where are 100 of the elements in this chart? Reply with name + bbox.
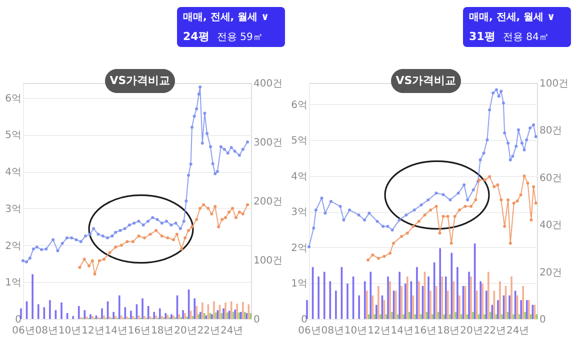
point [214, 172, 217, 176]
point [522, 148, 526, 152]
point [166, 236, 170, 240]
point [219, 145, 222, 148]
point [502, 102, 505, 105]
point [35, 246, 38, 249]
point [488, 175, 492, 178]
point [22, 259, 24, 262]
x-tick-label: 16년 [414, 326, 437, 336]
point [202, 203, 206, 206]
x-tick-label: 12년 [368, 326, 390, 336]
point [226, 152, 230, 155]
point [511, 154, 514, 158]
point [525, 138, 528, 142]
y-tick-label: 2억 [5, 240, 22, 252]
point [174, 222, 178, 225]
y-tick-label: 0 [301, 314, 308, 326]
point [482, 152, 486, 155]
point [386, 224, 390, 228]
point [110, 234, 114, 238]
point [192, 114, 196, 118]
x-tick-label: 10년 [344, 326, 368, 336]
point [233, 150, 236, 153]
point [472, 188, 475, 192]
text: 매매, 전세, 월세 ∨ [469, 12, 556, 23]
x-tick-label: 08년 [321, 326, 344, 336]
point [466, 198, 470, 202]
point [488, 108, 492, 112]
point [195, 218, 198, 221]
point [450, 242, 453, 245]
point [70, 236, 74, 240]
y-tick-label: 4억 [291, 171, 308, 182]
point [438, 232, 442, 235]
x-tick-label: 14년 [104, 326, 128, 336]
point [246, 140, 250, 144]
point [160, 222, 164, 225]
point [126, 240, 129, 244]
point [98, 259, 101, 262]
point [342, 218, 346, 222]
point [216, 170, 219, 173]
point [324, 212, 327, 215]
point [203, 112, 206, 115]
annotation: VS가격비교 [396, 74, 456, 87]
y-tick-label: 1억 [5, 278, 22, 289]
point [187, 229, 190, 232]
point [398, 218, 401, 222]
point [198, 206, 202, 210]
y2-tick-label: 80건 [540, 126, 562, 137]
point [458, 208, 461, 212]
point [520, 142, 524, 145]
point [503, 132, 506, 135]
x-tick-label: 20년 [174, 326, 197, 336]
point [228, 210, 231, 214]
x-tick-label: 24년 [506, 326, 530, 336]
point [329, 200, 332, 203]
point [156, 218, 159, 221]
point [137, 220, 140, 223]
point [78, 266, 82, 269]
point [456, 192, 460, 195]
point [314, 208, 318, 212]
point [486, 138, 489, 142]
point [206, 206, 210, 210]
x-tick-label: 18년 [437, 326, 460, 336]
point [514, 144, 518, 148]
text: 전용 59㎡ [217, 32, 263, 43]
point [74, 238, 78, 242]
point [448, 198, 452, 202]
point [182, 220, 186, 223]
point [500, 198, 503, 202]
point [494, 88, 498, 92]
y2-tick-label: 200건 [254, 196, 283, 208]
point [426, 198, 430, 202]
point [238, 210, 241, 214]
point [187, 174, 190, 177]
point [118, 229, 122, 232]
y-tick-label: 2억 [291, 242, 308, 254]
point [506, 142, 510, 145]
point [154, 229, 158, 232]
point [412, 208, 416, 212]
point [143, 236, 146, 240]
x-tick-label: 08년 [35, 326, 58, 336]
point [88, 232, 92, 236]
point [65, 236, 68, 240]
point [483, 178, 486, 182]
point [500, 90, 503, 93]
point [197, 92, 200, 96]
point [526, 182, 530, 185]
point [508, 158, 512, 162]
point [44, 247, 48, 250]
point [508, 242, 512, 245]
y2-tick-label: 0 [540, 314, 546, 326]
point [320, 196, 324, 200]
x-tick-label: 06년 [298, 326, 321, 336]
point [222, 148, 226, 151]
point [496, 183, 500, 186]
point [417, 220, 420, 223]
point [392, 242, 395, 245]
point [241, 212, 244, 216]
point [522, 174, 526, 178]
point [60, 242, 64, 245]
